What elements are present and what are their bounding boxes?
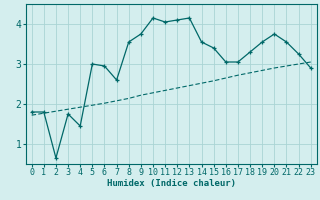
X-axis label: Humidex (Indice chaleur): Humidex (Indice chaleur) (107, 179, 236, 188)
